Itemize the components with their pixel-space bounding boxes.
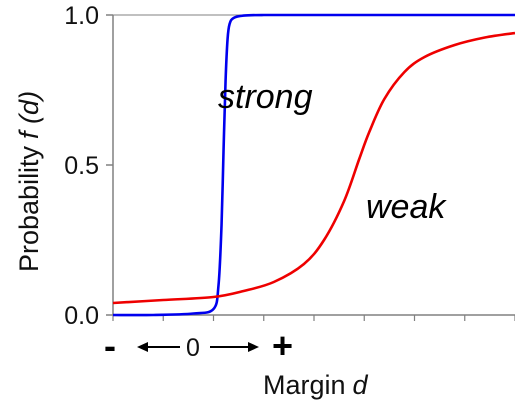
x-axis-symbol: d xyxy=(353,370,369,400)
series-line-strong xyxy=(112,13,515,317)
y-tick-label: 0.0 xyxy=(64,302,99,330)
annotation-strong: strong xyxy=(218,78,313,116)
y-tick-label: 1.0 xyxy=(64,2,99,30)
y-axis-symbol: f (d) xyxy=(14,91,44,139)
right-arrow xyxy=(210,342,259,352)
x-minus-label: - xyxy=(104,325,116,366)
x-ticks xyxy=(112,315,515,321)
y-tick-label: 0.5 xyxy=(64,152,99,180)
y-axis-label: Probability xyxy=(14,145,44,272)
series-line-weak xyxy=(112,31,515,305)
y-axis-title: Probability f (d) xyxy=(14,91,44,272)
x-zero-label: 0 xyxy=(186,334,200,362)
left-arrow xyxy=(137,342,180,352)
series-layer xyxy=(112,13,515,317)
x-axis-title: Margin d xyxy=(263,370,369,400)
y-ticks: 0.0 0.5 1.0 xyxy=(64,2,113,330)
x-plus-label: + xyxy=(272,325,293,366)
annotation-weak: weak xyxy=(366,188,447,226)
x-axis-label: Margin xyxy=(263,370,346,400)
